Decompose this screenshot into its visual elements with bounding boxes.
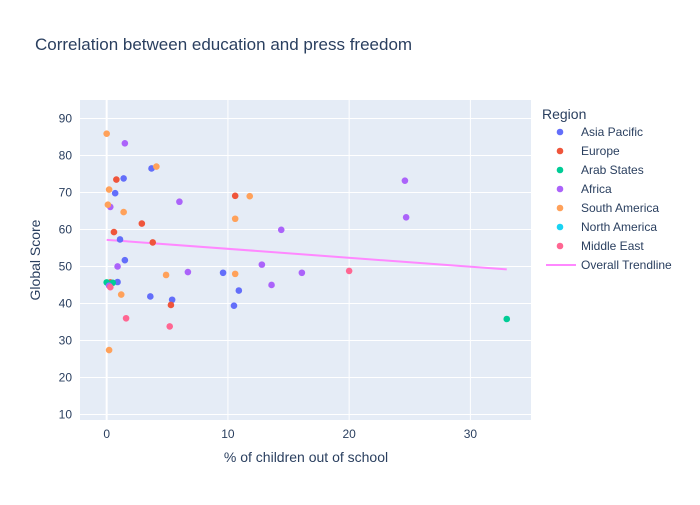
data-point xyxy=(401,177,409,184)
data-point xyxy=(176,198,183,206)
data-point xyxy=(114,278,121,286)
y-tick-label: 50 xyxy=(59,259,73,273)
legend-item[interactable]: Arab States xyxy=(556,163,644,177)
legend-item[interactable]: Europe xyxy=(556,144,620,158)
data-point xyxy=(402,213,410,221)
data-point xyxy=(277,226,285,234)
data-point xyxy=(111,189,119,197)
x-tick-label: 20 xyxy=(342,427,356,441)
data-point xyxy=(345,267,353,275)
data-point xyxy=(168,296,176,304)
data-point xyxy=(219,269,227,277)
data-point xyxy=(184,268,192,276)
data-point xyxy=(149,239,157,246)
y-tick-label: 80 xyxy=(59,148,73,162)
legend-item[interactable]: South America xyxy=(556,201,660,215)
legend-marker xyxy=(556,166,564,174)
legend-label: Asia Pacific xyxy=(581,125,643,139)
tick-labels: 10 20 30 40 50 60 70 80 90 0 10 20 30 xyxy=(59,111,478,441)
legend-title: Region xyxy=(542,106,586,122)
legend-items[interactable]: Asia Pacific Europe Arab States Africa South… xyxy=(546,125,672,272)
data-point xyxy=(246,192,254,200)
y-tick-label: 70 xyxy=(59,185,73,199)
legend-item[interactable]: Overall Trendline xyxy=(546,258,672,272)
data-point xyxy=(103,130,110,137)
legend-label: Overall Trendline xyxy=(581,258,672,272)
data-point xyxy=(147,293,154,300)
y-tick-label: 10 xyxy=(59,407,73,421)
legend-marker xyxy=(556,223,564,231)
data-point xyxy=(117,291,125,298)
data-point xyxy=(153,163,160,170)
legend-item[interactable]: North America xyxy=(556,220,658,234)
legend-label: Africa xyxy=(581,182,612,196)
y-tick-label: 90 xyxy=(59,111,73,125)
data-point xyxy=(105,186,113,193)
data-point xyxy=(104,201,112,208)
y-tick-label: 30 xyxy=(59,333,73,347)
grid-lines xyxy=(80,100,531,420)
data-point xyxy=(503,315,511,323)
legend-marker xyxy=(556,204,564,212)
data-point xyxy=(107,283,114,291)
data-point xyxy=(268,281,275,289)
x-axis-title: % of children out of school xyxy=(224,449,388,465)
legend-label: North America xyxy=(581,220,657,234)
legend-label: Europe xyxy=(581,144,620,158)
legend-label: Middle East xyxy=(581,239,644,253)
data-point xyxy=(231,215,239,223)
data-point xyxy=(258,261,266,268)
data-point xyxy=(298,269,306,277)
data-point xyxy=(120,175,127,182)
legend-item[interactable]: Middle East xyxy=(556,239,645,253)
data-point xyxy=(121,139,129,147)
data-point xyxy=(122,314,130,322)
data-point xyxy=(120,208,127,216)
data-point xyxy=(114,263,121,270)
data-point xyxy=(166,323,174,330)
y-tick-label: 20 xyxy=(59,370,73,384)
data-point xyxy=(235,287,243,294)
data-point xyxy=(113,176,120,183)
data-point xyxy=(138,220,146,227)
legend-marker xyxy=(556,147,564,155)
data-point xyxy=(116,236,124,243)
legend-marker xyxy=(556,242,564,250)
data-point xyxy=(121,256,129,264)
x-tick-label: 10 xyxy=(221,427,235,441)
legend[interactable]: Region Asia Pacific Europe Arab States Afri… xyxy=(542,106,672,272)
data-point xyxy=(105,346,113,354)
x-tick-label: 30 xyxy=(464,427,478,441)
data-point xyxy=(110,228,118,236)
legend-label: South America xyxy=(581,201,659,215)
y-axis-title: Global Score xyxy=(27,219,43,300)
y-tick-label: 60 xyxy=(59,222,73,236)
plot-area xyxy=(80,100,531,420)
y-tick-label: 40 xyxy=(59,296,73,310)
data-point xyxy=(162,271,170,279)
data-point xyxy=(231,192,239,200)
trendline-layer xyxy=(106,238,507,271)
data-points xyxy=(103,130,511,354)
data-point xyxy=(167,301,175,309)
x-tick-label: 0 xyxy=(103,427,110,441)
chart-title: Correlation between education and press … xyxy=(35,35,412,54)
legend-label: Arab States xyxy=(581,163,644,177)
legend-marker xyxy=(556,128,564,136)
data-point xyxy=(231,270,239,278)
legend-item[interactable]: Asia Pacific xyxy=(556,125,643,139)
data-point xyxy=(230,302,238,309)
trendline xyxy=(106,238,507,271)
legend-marker xyxy=(556,185,564,193)
legend-item[interactable]: Africa xyxy=(556,182,612,196)
